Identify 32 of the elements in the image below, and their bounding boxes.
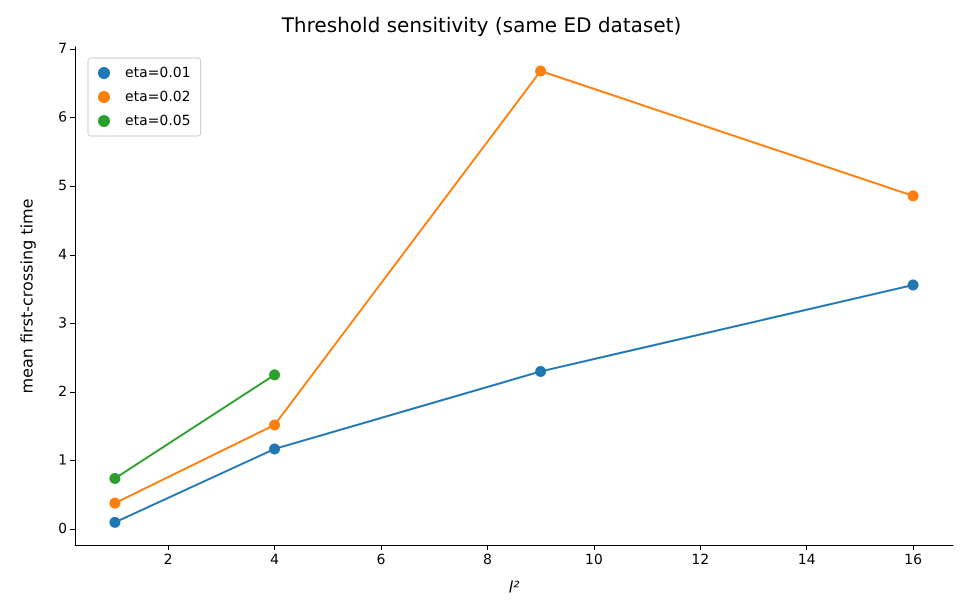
- legend-label: eta=0.05: [125, 113, 191, 129]
- y-axis-title: mean first-crossing time: [18, 198, 36, 394]
- point: [908, 190, 919, 202]
- x-tick-label: 2: [164, 552, 173, 568]
- point: [269, 369, 280, 380]
- x-tick-label: 14: [798, 552, 816, 568]
- x-tick-label: 10: [584, 552, 603, 568]
- y-tick-label: 4: [58, 246, 68, 263]
- x-tick-label: 4: [270, 552, 280, 568]
- point: [535, 66, 546, 77]
- x-tick-label: 16: [904, 552, 922, 568]
- y-tick-label: 6: [58, 110, 68, 126]
- point: [109, 498, 120, 509]
- y-tick-label: 0: [58, 521, 67, 538]
- y-tick-label: 7: [58, 41, 67, 58]
- legend-label: eta=0.01: [125, 65, 191, 81]
- legend-label: eta=0.02: [125, 89, 191, 105]
- point: [269, 443, 280, 454]
- point: [109, 516, 120, 528]
- x-tick-label: 6: [376, 552, 386, 568]
- y-tick-label: 1: [58, 452, 67, 469]
- point: [535, 366, 546, 377]
- chart-title: Threshold sensitivity (same ED dataset): [280, 13, 682, 37]
- x-tick-label: 8: [482, 552, 492, 568]
- y-tick-label: 5: [58, 178, 67, 194]
- y-tick-label: 2: [58, 384, 67, 400]
- point: [908, 280, 919, 291]
- point: [269, 419, 280, 430]
- y-tick-label: 3: [58, 315, 67, 332]
- x-axis-title: l²: [508, 578, 520, 596]
- point: [109, 472, 120, 484]
- x-tick-label: 12: [691, 552, 710, 568]
